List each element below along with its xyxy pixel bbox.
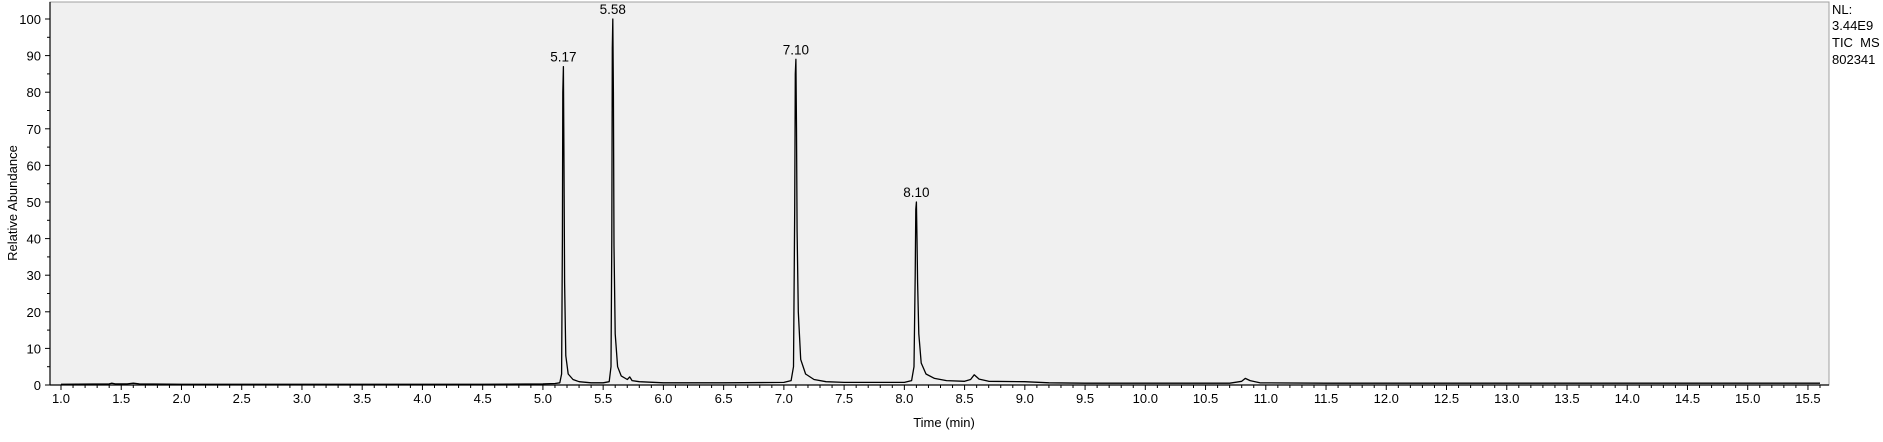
- y-tick-label: 90: [27, 49, 41, 64]
- x-tick-label: 14.0: [1615, 391, 1640, 406]
- peak-label: 7.10: [783, 42, 809, 57]
- x-tick-label: 3.0: [293, 391, 311, 406]
- x-tick-label: 15.5: [1795, 391, 1820, 406]
- y-tick-label: 40: [27, 232, 41, 247]
- x-tick-label: 13.5: [1554, 391, 1579, 406]
- info-line-2: 3.44E9: [1832, 18, 1873, 33]
- x-tick-label: 5.5: [594, 391, 612, 406]
- y-axis-title: Relative Abundance: [5, 145, 20, 261]
- x-tick-label: 1.0: [52, 391, 70, 406]
- x-tick-label: 12.5: [1434, 391, 1459, 406]
- x-tick-label: 8.0: [895, 391, 913, 406]
- labels-layer: 5.17 5.58 7.10 8.10: [550, 2, 929, 200]
- x-tick-label: 4.5: [474, 391, 492, 406]
- x-tick-label: 15.0: [1735, 391, 1760, 406]
- x-tick-label: 12.0: [1374, 391, 1399, 406]
- x-tick-label: 5.0: [534, 391, 552, 406]
- trace-layer: [60, 18, 1820, 385]
- x-tick-label: 14.5: [1675, 391, 1700, 406]
- x-tick-label: 11.5: [1314, 391, 1338, 406]
- y-tick-label: 10: [27, 341, 41, 356]
- y-tick-label: 70: [27, 122, 41, 137]
- plot-area-background: [49, 1, 1830, 386]
- y-tick-label: 50: [27, 195, 41, 210]
- x-tick-label: 9.5: [1076, 391, 1094, 406]
- x-tick-label: 2.0: [172, 391, 190, 406]
- info-line-4: 802341: [1832, 52, 1875, 67]
- x-tick-label: 8.5: [956, 391, 974, 406]
- info-line-1: NL:: [1832, 2, 1852, 17]
- y-tick-label: 20: [27, 305, 41, 320]
- x-tick-label: 6.0: [654, 391, 672, 406]
- peak-label: 5.58: [600, 2, 626, 17]
- x-tick-label: 9.0: [1016, 391, 1034, 406]
- x-tick-label: 7.0: [775, 391, 793, 406]
- x-tick-label: 2.5: [233, 391, 251, 406]
- y-tick-label: 30: [27, 268, 41, 283]
- x-tick-label: 10.5: [1193, 391, 1218, 406]
- x-tick-label: 4.0: [413, 391, 431, 406]
- x-tick-label: 13.0: [1494, 391, 1519, 406]
- x-tick-label: 7.5: [835, 391, 853, 406]
- x-axis-title: Time (min): [913, 415, 975, 430]
- info-line-3: TIC MS: [1832, 35, 1880, 50]
- tic-trace-line: [60, 18, 1820, 385]
- axes-layer: 1.0 1.5 2.0 2.5 3.0 3.5 4.0 4.5 5.0 5.5 6.0 6.5 7.0 7…: [19, 2, 1829, 406]
- y-tick-label: 0: [34, 378, 41, 393]
- peak-label: 5.17: [550, 50, 576, 65]
- x-tick-label: 10.0: [1133, 391, 1158, 406]
- info-block: NL: 3.44E9 TIC MS 802341: [1832, 2, 1880, 67]
- y-tick-label: 60: [27, 158, 41, 173]
- x-tick-label: 1.5: [112, 391, 130, 406]
- x-tick-label: 3.5: [353, 391, 371, 406]
- y-tick-label: 80: [27, 85, 41, 100]
- y-tick-label: 100: [19, 12, 41, 27]
- peak-label: 8.10: [903, 185, 929, 200]
- x-tick-label: 11.0: [1254, 391, 1278, 406]
- x-tick-label: 6.5: [715, 391, 733, 406]
